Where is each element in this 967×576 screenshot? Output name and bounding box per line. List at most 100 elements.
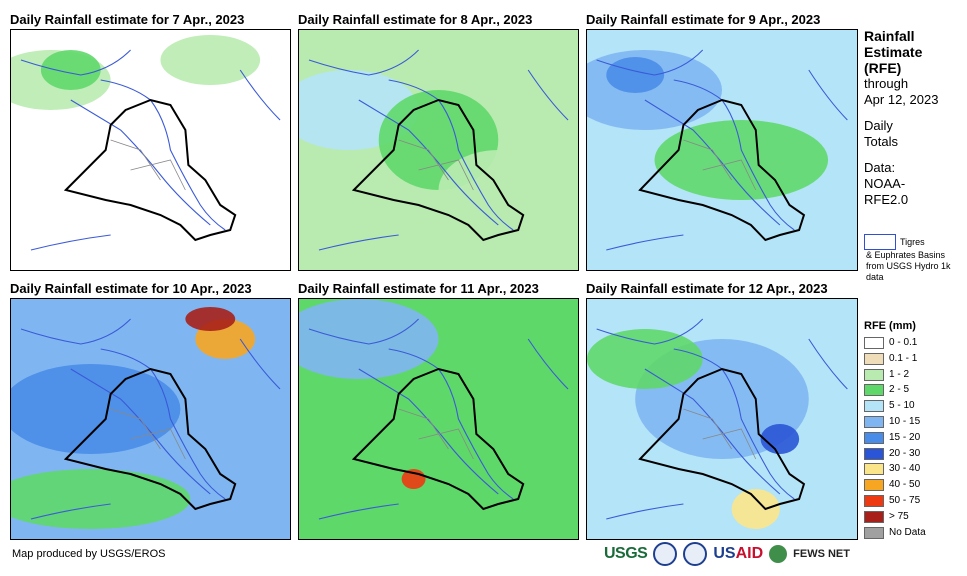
rainfall-area — [587, 329, 703, 389]
basin-boundary — [673, 79, 795, 231]
rfe-legend-swatch — [864, 352, 884, 365]
usaid-logo-part2: AID — [735, 545, 764, 562]
data-line-1: Data: — [864, 160, 896, 175]
rainfall-area — [760, 424, 800, 454]
rfe-legend-swatch — [864, 479, 884, 492]
basin-boundary — [388, 79, 514, 231]
rfe-legend-swatch — [864, 510, 884, 523]
country-border — [638, 98, 806, 242]
rfe-legend-label: 1 - 2 — [889, 368, 910, 380]
basin-boundary — [808, 338, 848, 390]
rfe-legend-label: No Data — [889, 526, 926, 538]
basin-boundary — [596, 49, 704, 76]
rfe-legend-swatch — [864, 431, 884, 444]
province-boundaries — [110, 139, 186, 191]
rfe-legend-swatch — [864, 384, 884, 397]
rfe-legend-swatch — [864, 400, 884, 413]
rainfall-area — [40, 50, 101, 90]
title-line-2: Estimate — [864, 44, 923, 60]
province-boundaries — [683, 139, 757, 191]
rfe-legend: RFE (mm) 0 - 0.1 0.1 - 1 1 - 2 2 - 5 5 - 10 1… — [864, 320, 964, 541]
basin-source: & Euphrates Basins from USGS Hydro 1k da… — [866, 250, 951, 282]
panel-title: Daily Rainfall estimate for 10 Apr., 202… — [10, 281, 252, 296]
rfe-legend-swatch — [864, 368, 884, 381]
rfe-legend-row: No Data — [864, 526, 964, 542]
rfe-legend-label: 10 - 15 — [889, 415, 921, 427]
rainfall-map — [10, 298, 291, 540]
map-canvas — [587, 30, 857, 270]
rfe-legend-label: 30 - 40 — [889, 463, 921, 475]
rainfall-area — [731, 489, 780, 529]
basin-boundary — [100, 79, 226, 231]
noaa-logo-icon — [653, 542, 678, 566]
panel-title: Daily Rainfall estimate for 8 Apr., 2023 — [298, 12, 533, 27]
map-canvas — [11, 299, 290, 539]
rfe-legend-title: RFE (mm) — [864, 320, 916, 332]
daily-line-2: Totals — [864, 134, 898, 149]
rfe-legend-row: > 75 — [864, 510, 964, 526]
rfe-legend-label: 15 - 20 — [889, 431, 921, 443]
data-line-2: NOAA- — [864, 176, 906, 191]
province-boundaries — [683, 408, 757, 460]
rainfall-area — [160, 35, 261, 85]
basin-label: Tigres — [900, 237, 925, 247]
basin-boundary — [596, 318, 704, 345]
rfe-legend-row: 15 - 20 — [864, 431, 964, 447]
rfe-legend-row: 0 - 0.1 — [864, 336, 964, 352]
country-border — [351, 367, 525, 511]
data-line-3: RFE2.0 — [864, 192, 909, 207]
country-border — [63, 367, 237, 511]
map-description: Rainfall Estimate (RFE) through Apr 12, … — [864, 28, 964, 208]
rainfall-area — [185, 307, 236, 331]
basin-boundary — [100, 348, 226, 500]
rfe-legend-swatch — [864, 494, 884, 507]
country-border — [63, 98, 237, 242]
usaid-logo: USAID — [713, 545, 763, 563]
rfe-legend-swatch — [864, 526, 884, 539]
basin-boundary — [606, 234, 684, 251]
basin-boundary — [239, 338, 281, 390]
rfe-legend-label: 2 - 5 — [889, 384, 910, 396]
map-canvas — [299, 30, 578, 270]
rainfall-map — [10, 29, 291, 271]
basin-boundary — [308, 318, 419, 345]
basin-boundary — [527, 338, 569, 390]
basin-boundary — [239, 69, 281, 121]
rainfall-map — [586, 29, 858, 271]
daily-line-1: Daily — [864, 118, 893, 133]
panel-title: Daily Rainfall estimate for 11 Apr., 202… — [298, 281, 539, 296]
province-boundaries — [398, 408, 474, 460]
rainfall-area — [299, 299, 439, 379]
title-line-1: Rainfall — [864, 28, 915, 44]
panel-title: Daily Rainfall estimate for 12 Apr., 202… — [586, 281, 828, 296]
panel-title: Daily Rainfall estimate for 9 Apr., 2023 — [586, 12, 821, 27]
rfe-legend-row: 5 - 10 — [864, 399, 964, 415]
province-boundaries — [398, 139, 474, 191]
rfe-legend-row: 10 - 15 — [864, 415, 964, 431]
fews-net-logo: FEWS NET — [793, 548, 850, 560]
basin-boundary — [606, 503, 684, 520]
basin-boundary — [388, 348, 514, 500]
usgs-logo: USGS — [604, 545, 648, 562]
usaid-logo-part1: US — [713, 545, 736, 562]
basin-boundary — [308, 49, 419, 76]
usaid-seal-icon — [683, 542, 708, 566]
province-boundaries — [110, 408, 186, 460]
rfe-legend-row: 2 - 5 — [864, 383, 964, 399]
through-line-1: through — [864, 76, 909, 91]
rfe-legend-label: 0 - 0.1 — [889, 337, 918, 348]
rfe-legend-label: 50 - 75 — [889, 494, 921, 506]
basin-boundary — [30, 503, 111, 520]
rainfall-area — [348, 389, 549, 489]
basin-boundary — [318, 503, 399, 520]
rainfall-area — [11, 469, 191, 529]
basin-boundary — [20, 49, 131, 76]
rainfall-area — [606, 57, 665, 93]
fews-net-icon — [769, 545, 788, 563]
map-canvas — [587, 299, 857, 539]
rainfall-area — [11, 364, 181, 454]
rfe-legend-row: 40 - 50 — [864, 478, 964, 494]
map-canvas — [299, 299, 578, 539]
rfe-legend-swatch — [864, 447, 884, 460]
basin-boundary — [318, 234, 399, 251]
